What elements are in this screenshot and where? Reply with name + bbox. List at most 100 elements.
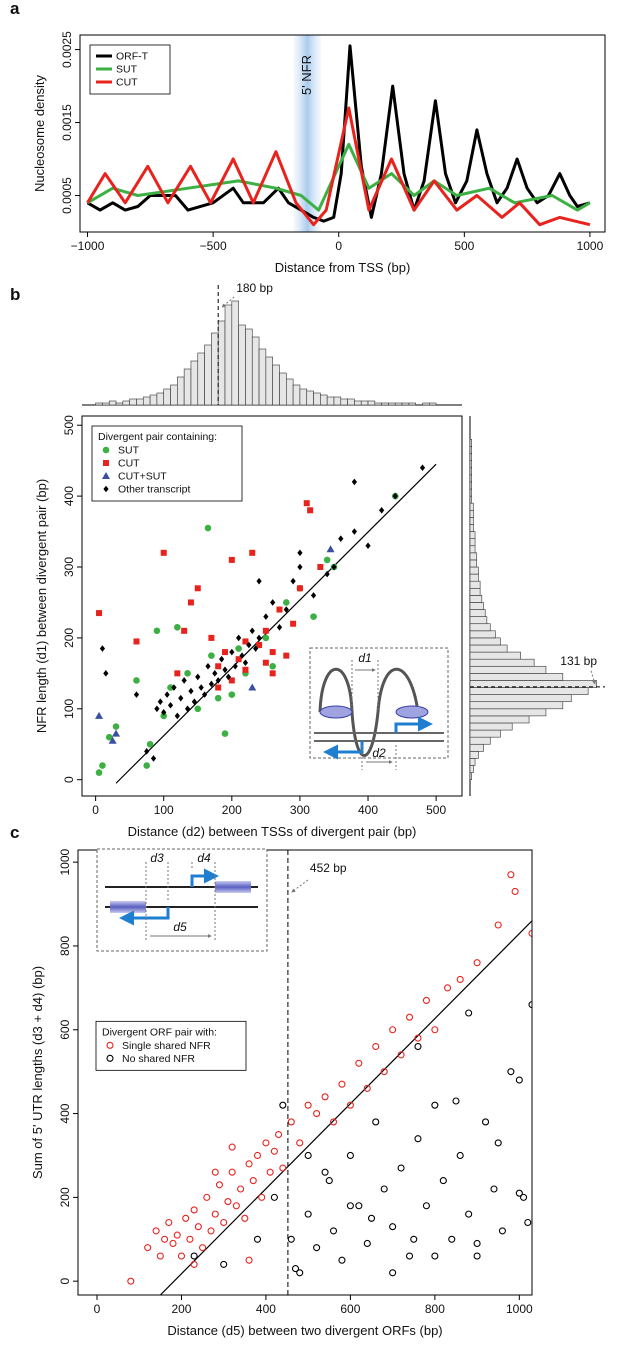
point [182,1214,190,1222]
panel-label: b [10,285,20,304]
point [133,691,140,698]
point [256,577,262,585]
hist-bar [320,394,328,406]
hist-bar [469,517,474,525]
point [419,464,426,472]
point [262,627,269,634]
x-tick-label: 200 [222,803,242,817]
point [95,711,104,719]
point [190,1252,198,1260]
point [269,649,276,656]
hist-bar [401,402,410,406]
point [296,585,303,592]
hist-bar [95,402,103,406]
hist-bar [469,509,474,518]
point [133,638,140,645]
legend-label: ORF-T [116,51,149,63]
point [515,1076,523,1084]
point [165,1218,173,1227]
hist-bar [360,400,369,406]
point [190,1206,198,1214]
point [173,1231,181,1239]
hist-bar [347,398,355,406]
x-tick-label: 400 [358,803,378,817]
y-tick-label: 0 [62,776,76,783]
point [112,723,120,730]
inset-label: d3 [150,851,164,865]
point [249,627,255,635]
point [431,1026,439,1034]
point [99,645,106,652]
point [239,652,245,659]
point [194,705,202,713]
hist-bar [265,356,273,406]
hist-bar [469,460,472,469]
point [367,1214,376,1222]
point [224,1198,232,1206]
point [222,666,228,674]
point [228,1168,236,1176]
hist-bar [354,400,362,406]
y-tick-label: 200 [58,1187,72,1207]
hist-bar [217,320,226,406]
legend-label: CUT+SUT [118,471,167,483]
point [507,1068,515,1076]
point [181,677,187,684]
point [258,1193,266,1201]
point [323,556,331,564]
point [228,556,235,563]
point [242,666,249,673]
hist-bar [183,368,192,406]
hist-bar [469,630,496,639]
point [112,729,121,737]
plot-area [127,871,532,1295]
point [346,1202,354,1210]
hist-bar [469,580,481,589]
point [228,691,236,698]
hist-bar [469,531,476,539]
point [524,1218,532,1227]
point [351,478,358,486]
point [481,1118,490,1126]
point [389,1026,397,1034]
y-tick-label: 0.0025 [60,31,74,68]
plot-frame [77,849,533,1296]
point [207,1227,215,1235]
point [153,627,161,635]
legend-title: Divergent pair containing: [98,431,217,443]
x-tick-label: 0 [335,239,342,253]
plot-frame [79,34,606,233]
hist-bar [469,637,501,646]
point [290,620,297,627]
point [184,705,191,713]
hist-bar [292,384,301,406]
point [212,670,218,677]
hist-bar [422,402,430,406]
plot-frame [81,415,463,797]
series-line [86,106,591,227]
point [405,1013,414,1021]
point [313,1110,321,1118]
point [310,613,317,620]
legend-swatch [103,460,109,466]
hist-bar [115,402,124,406]
point [127,1277,135,1285]
hist-bar [367,400,376,406]
point [215,1181,224,1189]
point [439,1177,447,1185]
point [317,564,324,571]
point [228,677,235,684]
hist-bar [469,687,589,695]
point [392,492,398,500]
hist-bar [469,538,476,547]
ref-label: 452 bp [310,861,347,875]
point [338,535,344,542]
point [266,1168,274,1176]
point [156,1252,164,1260]
point [528,929,532,937]
point [431,1101,439,1109]
point [515,1189,523,1197]
x-tick-label: 1000 [577,239,604,253]
point [208,652,215,659]
hist-bar [333,396,342,406]
